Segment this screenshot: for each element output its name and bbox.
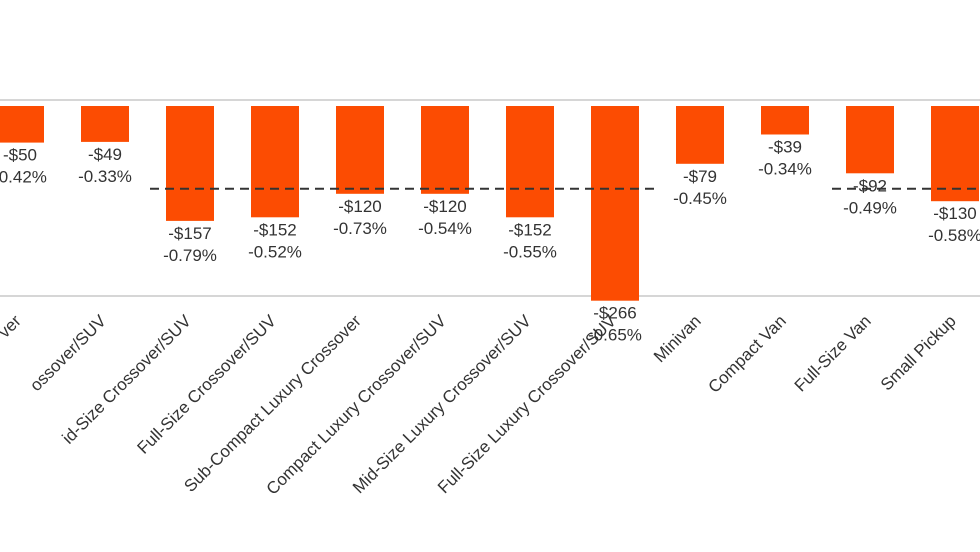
category-label: Mid-Size Luxury Crossover/SUV [349,311,535,497]
bar-percent-label: -0.45% [673,189,727,208]
category-label: Compact Van [704,311,789,396]
category-label: Small Pickup [877,311,960,394]
bar-value-label: -$152 [508,220,551,239]
bar-value-label: -$92 [853,176,887,195]
bar-percent-label: -0.65% [588,326,642,345]
bar [591,106,639,301]
bar [846,106,894,174]
bar-value-label: -$152 [253,220,296,239]
category-label: Full-Size Van [791,311,875,395]
bar-value-label: -$50 [3,146,37,165]
bar [506,106,554,218]
bar [0,106,44,143]
bar-percent-label: -0.73% [333,219,387,238]
category-label: ossover/SUV [26,311,110,395]
bar-percent-label: -0.52% [248,242,302,261]
bar-percent-label: -0.49% [843,198,897,217]
category-label: Compact Luxury Crossover/SUV [263,311,451,499]
bar-percent-label: -0.33% [78,167,132,186]
bar-value-label: -$157 [168,224,211,243]
bar-value-label: -$79 [683,167,717,186]
bar-percent-label: -0.58% [928,226,980,245]
bar [336,106,384,194]
bar-percent-label: -0.42% [0,168,47,187]
category-label: Full-Size Luxury Crossover/SUV [434,311,620,497]
bar-value-label: -$130 [933,204,976,223]
bar [676,106,724,164]
bar [761,106,809,135]
category-label: Minivan [650,311,705,366]
bar-percent-label: -0.79% [163,246,217,265]
bar-value-label: -$266 [593,304,636,323]
bar [421,106,469,194]
bar [931,106,979,202]
bar-percent-label: -0.34% [758,160,812,179]
bar-value-label: -$120 [338,197,381,216]
bar [81,106,129,142]
bar-percent-label: -0.55% [503,242,557,261]
bar [166,106,214,221]
bars-group [0,106,979,301]
category-label: Full-Size Crossover/SUV [133,311,280,458]
bar-percent-label: -0.54% [418,219,472,238]
bar-value-label: -$49 [88,145,122,164]
bar-value-label: -$39 [768,138,802,157]
bar [251,106,299,218]
category-label: Sub-Compact Luxury Crossover [180,311,365,496]
category-label: ver [0,311,25,341]
bar-value-label: -$120 [423,197,466,216]
value-labels-group: -$50 -0.42% -$49 -0.33% -$157 -0.79% -$152 -0.5… [0,138,980,345]
